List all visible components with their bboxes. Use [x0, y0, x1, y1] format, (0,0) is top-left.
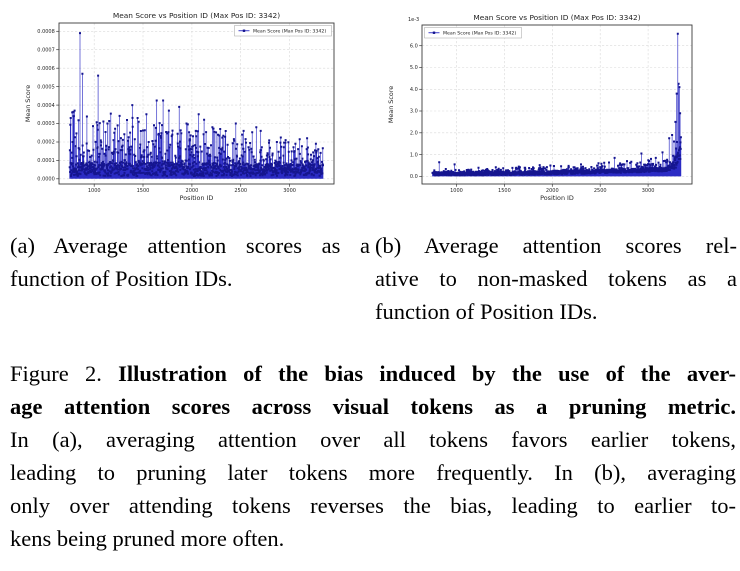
subcaption-b: (b) Average attention scores rel- ative …	[375, 229, 737, 328]
subcaption-b-line1: (b) Average attention scores rel-	[375, 233, 737, 258]
chart-a-legend-marker-icon	[242, 29, 246, 32]
chart-a-ytick-label: 0.0004	[37, 103, 55, 109]
subcaption-b-line3: function of Position IDs.	[375, 299, 598, 324]
chart-b-ytick-label: 5.0	[410, 65, 418, 71]
chart-a-markers	[68, 32, 324, 177]
chart-b-legend: Mean Score (Max Pos ID: 3342)	[424, 27, 522, 39]
chart-b-legend-label: Mean Score (Max Pos ID: 3342)	[443, 30, 516, 36]
caption-line4: leading to pruning later tokens more fre…	[10, 460, 736, 485]
chart-a-xtick-label: 3000	[283, 188, 296, 194]
chart-a-ytick-label: 0.0006	[37, 66, 55, 72]
chart-a-xlabel: Position ID	[180, 194, 214, 202]
figure-caption: Figure 2. Illustration of the bias induc…	[10, 357, 736, 555]
caption-line3: In (a), averaging attention over all tok…	[10, 427, 736, 452]
chart-b-ytick-label: 6.0	[410, 43, 418, 49]
caption-line6: kens being pruned more often.	[10, 526, 285, 551]
chart-a-axes: 0.0000 0.0001 0.0002 0.0003 0.0004 0.0005 0.00…	[37, 29, 296, 194]
caption-bold-part1: Illustration of the bias induced by the …	[118, 361, 737, 386]
chart-a-xtick-label: 2000	[186, 188, 199, 194]
caption-line2: age attention scores across visual token…	[10, 394, 736, 419]
chart-b-ytick-label: 4.0	[410, 87, 418, 93]
chart-a-legend: Mean Score (Max Pos ID: 3342)	[234, 25, 332, 37]
chart-a-title: Mean Score vs Position ID (Max Pos ID: 3…	[113, 11, 280, 20]
caption-line1: Figure 2. Illustration of the bias induc…	[10, 357, 736, 390]
chart-b-ytick-label: 1.0	[410, 152, 418, 158]
chart-b-axes: 0.0 1.0 2.0 3.0 4.0 5.0 6.0 1000 1500 2000 2500 300…	[410, 43, 655, 194]
chart-b-xlabel: Position ID	[540, 194, 574, 202]
chart-b-xtick-label: 1000	[450, 188, 463, 194]
subcaption-a-line2: function of Position IDs.	[10, 266, 233, 291]
subcaption-a: (a) Average attention scores as a functi…	[10, 229, 370, 295]
chart-a-ytick-label: 0.0008	[37, 29, 55, 35]
chart-a-ytick-label: 0.0000	[37, 177, 55, 183]
chart-a-ytick-label: 0.0007	[37, 47, 55, 53]
chart-b-plot-border	[421, 24, 693, 185]
chart-b-y-offset-label: 1e-3	[408, 17, 419, 23]
chart-a-mean-score-plot: 0.0000 0.0001 0.0002 0.0003 0.0004 0.0005 0.00…	[24, 11, 335, 202]
chart-b-xtick-label: 2000	[546, 188, 559, 194]
chart-a-ytick-label: 0.0002	[37, 140, 55, 146]
chart-b-xtick-label: 3000	[642, 188, 655, 194]
chart-b-ytick-label: 0.0	[410, 174, 418, 180]
chart-a-ytick-label: 0.0003	[37, 121, 55, 127]
chart-b-ylabel: Mean Score	[387, 86, 395, 123]
chart-b-xtick-label: 1500	[498, 188, 511, 194]
chart-a-plot-border	[58, 22, 335, 185]
caption-line5: only over attending tokens reverses the …	[10, 493, 736, 518]
chart-b-ytick-label: 2.0	[410, 131, 418, 137]
subcaption-a-line1: (a) Average attention scores as a	[10, 233, 370, 258]
chart-a-xtick-label: 1500	[137, 188, 150, 194]
chart-a-ytick-label: 0.0005	[37, 84, 55, 90]
chart-b-legend-marker-icon	[432, 31, 436, 34]
chart-b-title: Mean Score vs Position ID (Max Pos ID: 3…	[473, 13, 640, 22]
caption-figure-number: Figure 2.	[10, 361, 102, 386]
subcaption-b-line2: ative to non-masked tokens as a	[375, 266, 737, 291]
chart-a-xtick-label: 2500	[234, 188, 247, 194]
chart-b-mean-score-plot: 0.0 1.0 2.0 3.0 4.0 5.0 6.0 1000 1500 2000 2500 300…	[387, 13, 693, 202]
chart-a-legend-label: Mean Score (Max Pos ID: 3342)	[253, 28, 326, 34]
chart-a-ytick-label: 0.0001	[37, 158, 55, 164]
chart-b-xtick-label: 2500	[594, 188, 607, 194]
chart-b-ytick-label: 3.0	[410, 109, 418, 115]
chart-a-ylabel: Mean Score	[24, 85, 32, 122]
chart-a-xtick-label: 1000	[88, 188, 101, 194]
